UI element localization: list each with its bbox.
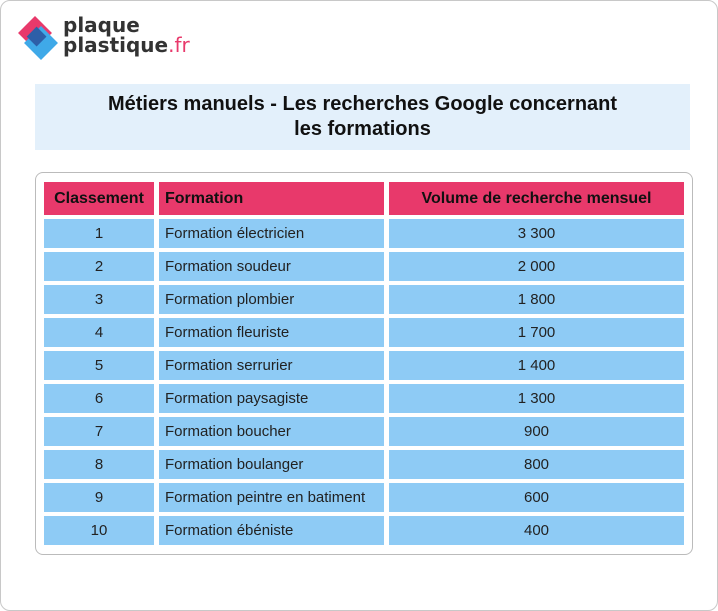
table-cell: 1 300 (389, 384, 684, 413)
table-cell: 3 300 (389, 219, 684, 248)
table-cell: 900 (389, 417, 684, 446)
table-cell: 2 (44, 252, 154, 281)
header-cell: Formation (159, 182, 384, 215)
table-cell: 1 700 (389, 318, 684, 347)
table-cell: Formation peintre en batiment (159, 483, 384, 512)
table-cell: Formation serrurier (159, 351, 384, 380)
table-cell: 9 (44, 483, 154, 512)
table-cell: 4 (44, 318, 154, 347)
table-cell: Formation ébéniste (159, 516, 384, 545)
table-cell: Formation boucher (159, 417, 384, 446)
table-cell: 7 (44, 417, 154, 446)
table-cell: 5 (44, 351, 154, 380)
table-cell: 6 (44, 384, 154, 413)
table-cell: Formation soudeur (159, 252, 384, 281)
table-cell: 1 800 (389, 285, 684, 314)
title-line: Métiers manuels - Les recherches Google … (107, 93, 618, 115)
table-cell: 600 (389, 483, 684, 512)
table-cell: 1 (44, 219, 154, 248)
header-cell: Volume de recherche mensuel (389, 182, 684, 215)
table-cell: 8 (44, 450, 154, 479)
table-cell: Formation boulanger (159, 450, 384, 479)
logo-suffix: .fr (168, 33, 190, 57)
table-cell: 1 400 (389, 351, 684, 380)
table-cell: 400 (389, 516, 684, 545)
table-cell: 3 (44, 285, 154, 314)
header-cell: Classement (44, 182, 154, 215)
table-cell: Formation plombier (159, 285, 384, 314)
logo-line: plastique (63, 33, 169, 57)
table-cell: 2 000 (389, 252, 684, 281)
title: Métiers manuels - Les recherches Google … (35, 84, 690, 150)
table-cell: 10 (44, 516, 154, 545)
logo-text: plaque plastique.fr (63, 15, 190, 55)
table-cell: 800 (389, 450, 684, 479)
logo-icon (18, 16, 58, 60)
table: Classement Formation Volume de recherche m… (35, 172, 693, 555)
logo-line: plaque (63, 13, 140, 37)
title-line: les formations (294, 118, 431, 140)
table-cell: Formation électricien (159, 219, 384, 248)
table-cell: Formation fleuriste (159, 318, 384, 347)
table-cell: Formation paysagiste (159, 384, 384, 413)
